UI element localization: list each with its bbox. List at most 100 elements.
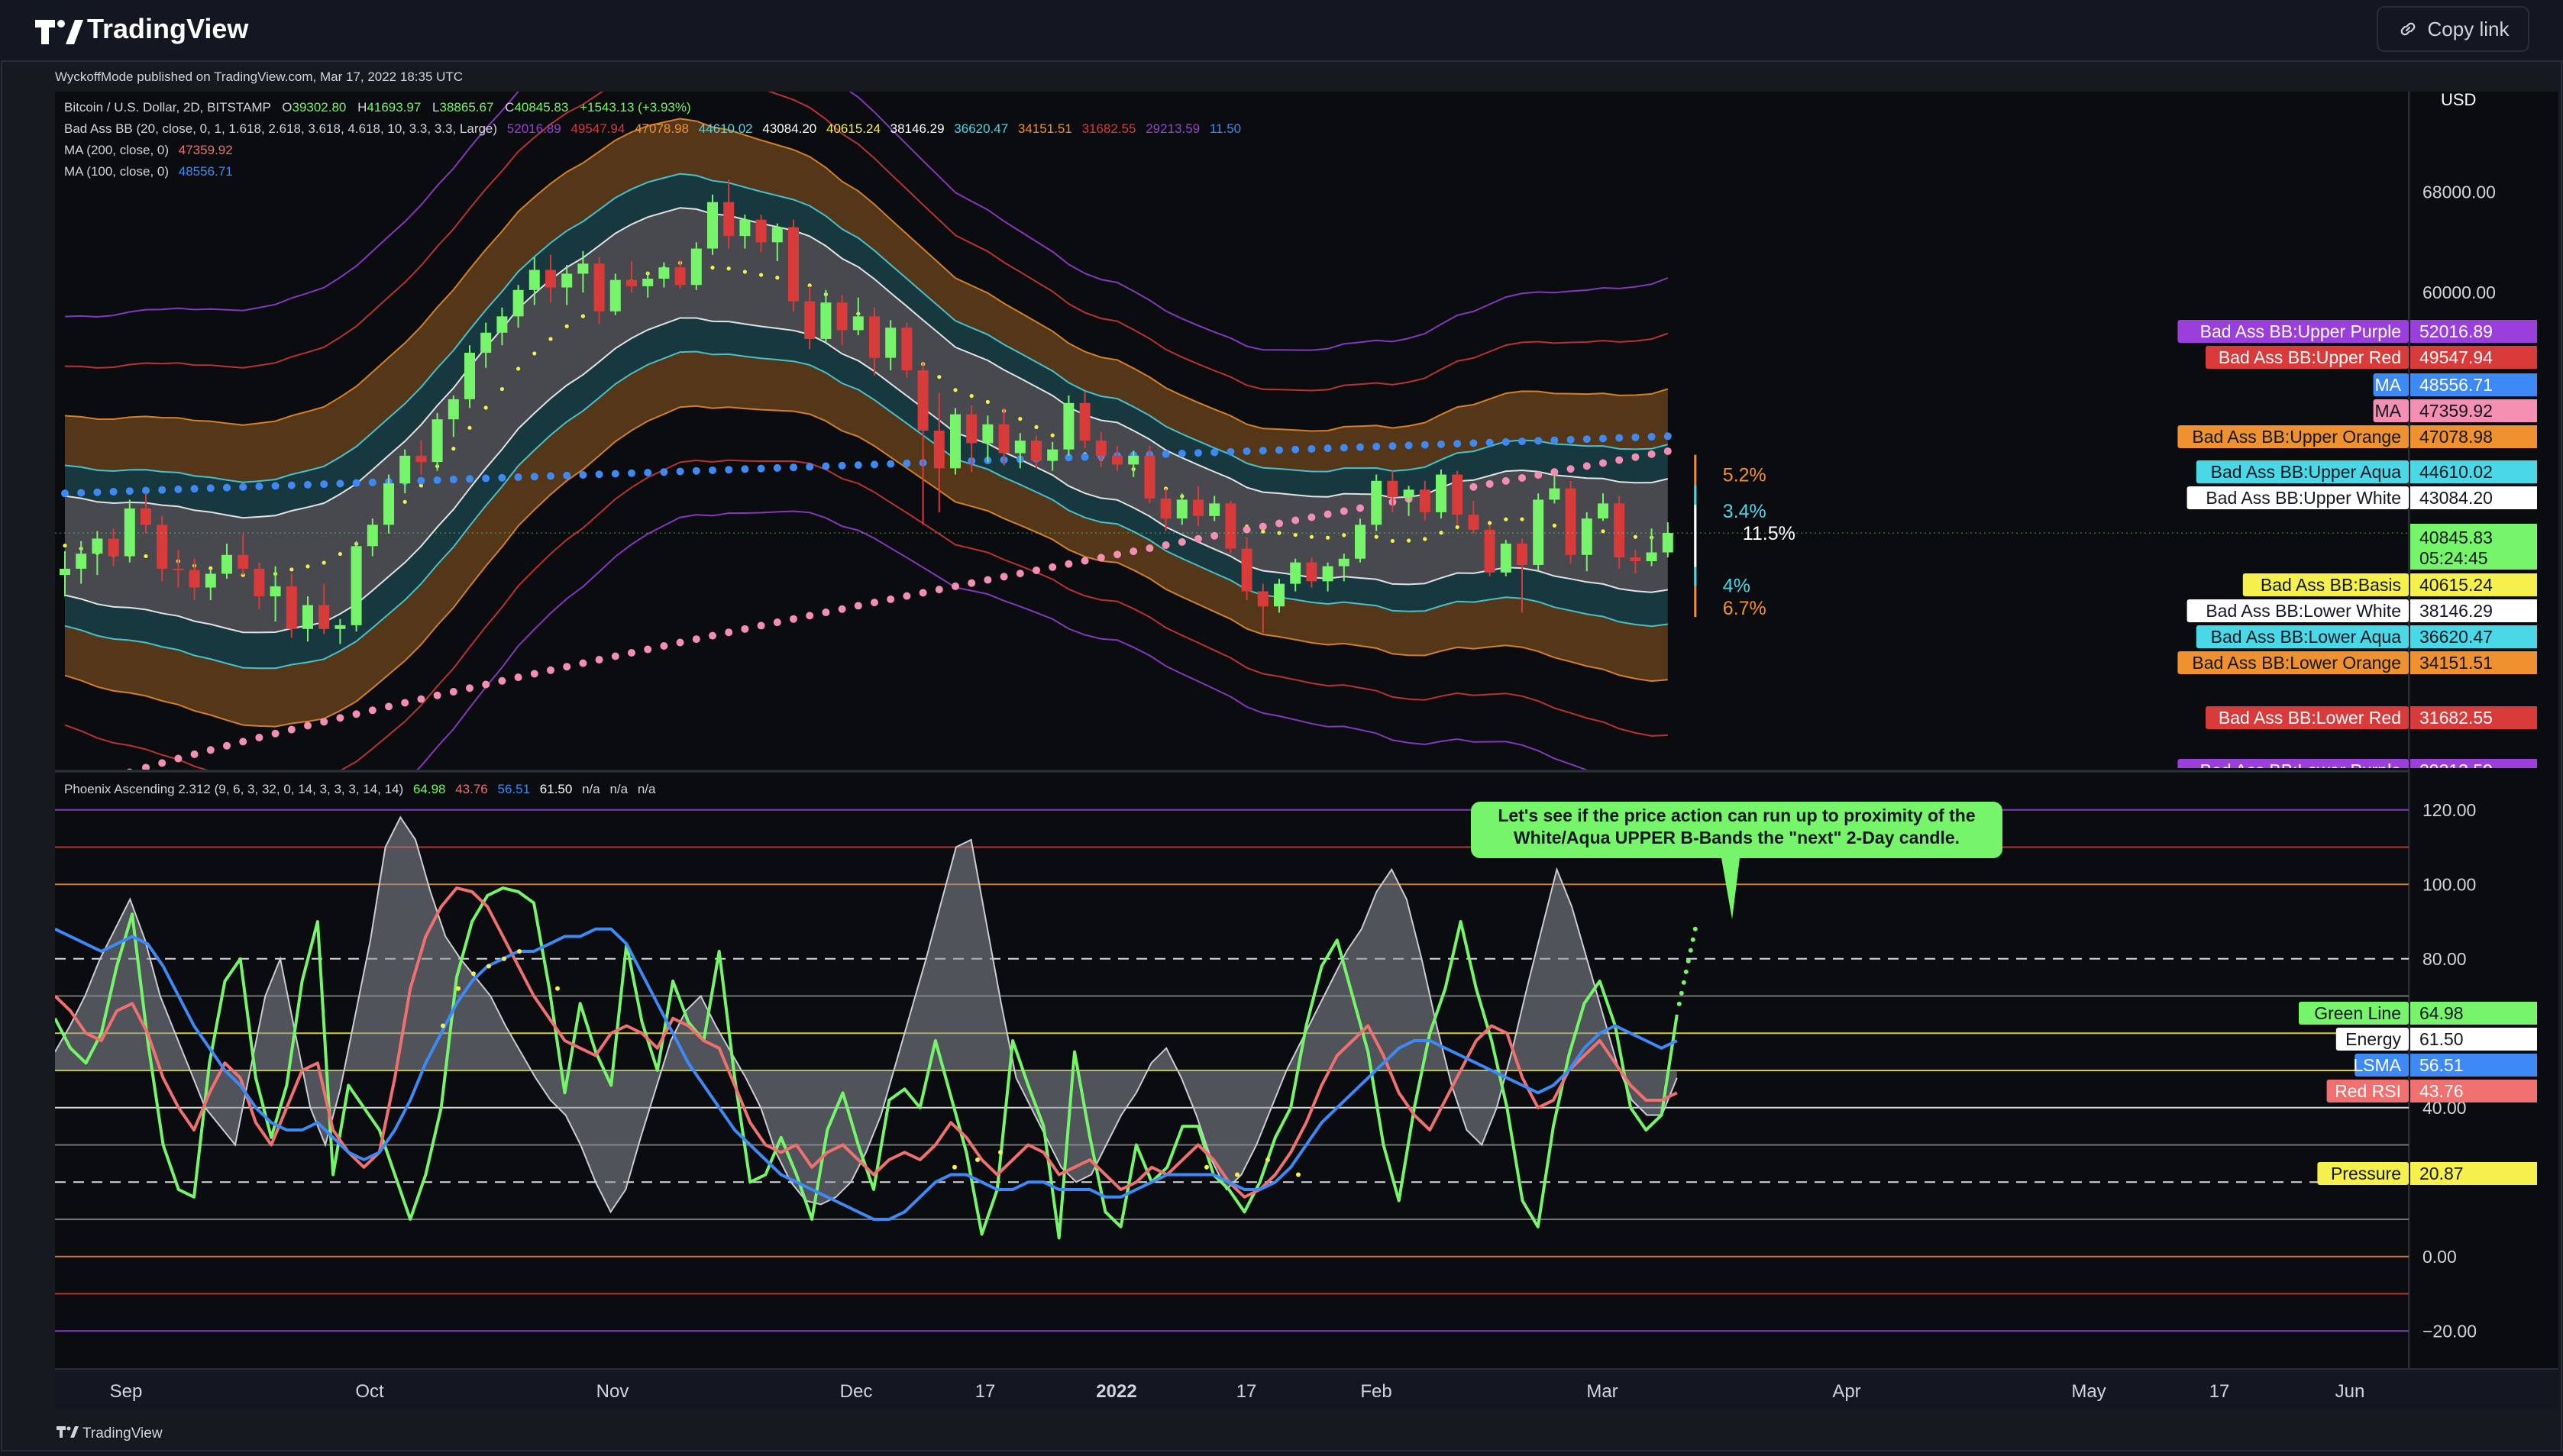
legend-symbol[interactable]: Bitcoin / U.S. Dollar, 2D, BITSTAMP: [64, 100, 271, 115]
candle-body: [1209, 503, 1220, 516]
price-tag-name: Bad Ass BB:Lower Red: [2219, 708, 2401, 728]
basis-dot: [1293, 532, 1298, 538]
basis-dot: [1504, 517, 1508, 521]
ma200-dot: [741, 625, 749, 633]
ma100-dot: [1631, 433, 1640, 441]
candle-body: [496, 316, 508, 333]
osc-tag-name: Pressure: [2331, 1164, 2401, 1183]
price-tags: Bad Ass BB:Upper Purple 52016.89 Bad Ass B…: [2177, 320, 2537, 1185]
ma100-value: 48556.71: [179, 164, 233, 179]
osc-tag-value: 61.50: [2419, 1029, 2464, 1049]
time-axis-label: Mar: [1586, 1381, 1618, 1402]
ma100-dot: [77, 489, 86, 497]
ma100-dot: [903, 459, 911, 467]
basis-dot: [937, 375, 942, 379]
bb-value: 47078.98: [635, 121, 689, 136]
candle-body: [76, 554, 87, 569]
ma100-dot: [255, 483, 263, 491]
ma100-dot: [1485, 438, 1494, 447]
candle-body: [609, 279, 621, 312]
osc-tag-value-bg: [2410, 1080, 2537, 1102]
candle-body: [60, 568, 70, 576]
footer-brand[interactable]: TradingView: [82, 1425, 163, 1441]
ma200-legend-title[interactable]: MA (200, close, 0): [64, 143, 169, 157]
price-tag-value: 36620.47: [2419, 627, 2493, 647]
ma100-dot: [1259, 447, 1267, 455]
candle-body: [1387, 480, 1398, 498]
ma200-dot: [838, 605, 846, 613]
ma200-dot: [871, 599, 878, 607]
candle-body: [1581, 518, 1592, 555]
time-axis-label: Feb: [1360, 1381, 1391, 1402]
ma100-dot: [1081, 453, 1089, 461]
price-tag-value-bg: [2410, 425, 2537, 448]
projection-dot: [1676, 1001, 1682, 1006]
ma200-dot: [368, 706, 377, 715]
bb-value: 49547.94: [570, 121, 625, 136]
ma200-dot: [1324, 510, 1332, 518]
bb-value: 31682.55: [1082, 121, 1136, 136]
band-percent-label: 3.4%: [1723, 501, 1766, 522]
last-price-value: 40845.83: [2419, 528, 2493, 547]
candle-body: [464, 353, 475, 399]
candle-body: [690, 248, 702, 286]
candle-body: [286, 586, 297, 629]
basis-dot: [775, 276, 780, 280]
candle-body: [1371, 480, 1382, 525]
svg-text:Bitcoin / U.S. Dollar, 2D, BIT: Bitcoin / U.S. Dollar, 2D, BITSTAMP O393…: [64, 100, 691, 115]
copy-link-button[interactable]: Copy link: [2377, 6, 2529, 52]
published-note: WyckoffMode published on TradingView.com…: [55, 69, 463, 84]
candle-body: [788, 227, 799, 302]
candle-body: [335, 625, 346, 629]
ma100-dot: [822, 462, 830, 470]
osc-legend-title[interactable]: Phoenix Ascending 2.312 (9, 6, 3, 32, 0,…: [64, 782, 403, 796]
brand-name[interactable]: TradingView: [87, 13, 249, 44]
projection-dot: [1679, 990, 1684, 996]
ma100-dot: [158, 486, 166, 494]
ma200-dot: [1081, 557, 1089, 565]
basis-dot: [1326, 535, 1330, 540]
band-percent-label: 4%: [1723, 575, 1750, 596]
bb-legend-title[interactable]: Bad Ass BB (20, close, 0, 1, 1.618, 2.61…: [64, 121, 497, 136]
annotation-callout[interactable]: Let's see if the price action can run up…: [1471, 802, 2002, 919]
candle-body: [998, 424, 1010, 454]
basis-dot: [483, 405, 488, 410]
band-percent-label: 6.7%: [1723, 598, 1766, 619]
ma200-dot: [401, 699, 409, 707]
ma100-dot: [595, 470, 603, 479]
price-tag-value-bg: [2410, 460, 2537, 483]
partial-tag-name: Bad Ass BB:Lower Purple: [2200, 760, 2401, 780]
candle-body: [415, 455, 427, 463]
ma100-legend-title[interactable]: MA (100, close, 0): [64, 164, 169, 179]
time-axis[interactable]: [55, 1370, 2558, 1409]
ma200-dot: [1097, 554, 1105, 562]
ma200-dot: [709, 631, 716, 640]
basis-dot: [969, 394, 974, 399]
osc-tag-value: 43.76: [2419, 1081, 2464, 1101]
basis-dot: [1034, 425, 1039, 429]
basis-dot: [208, 566, 213, 570]
ma200-dot: [952, 582, 959, 590]
ma200-dot: [287, 725, 296, 734]
ma200-dot: [1307, 513, 1316, 521]
osc-tag-name-bg: [2326, 1080, 2409, 1102]
price-tag-name-bg: [2186, 599, 2409, 622]
bb-value: 36620.47: [954, 121, 1008, 136]
svg-text:MA (200, close, 0) 473: MA (200, close, 0) 47359.92: [64, 143, 233, 157]
upper-white-band: [64, 207, 1669, 519]
basis-dot: [532, 351, 537, 356]
lower-red-band: [64, 459, 1668, 770]
ma100-dot: [482, 474, 490, 483]
price-scale[interactable]: [2410, 92, 2558, 1368]
candle-body: [254, 568, 265, 597]
price-tag-value: 44610.02: [2419, 462, 2493, 482]
copy-link-label: Copy link: [2427, 17, 2510, 40]
upper-orange-band-fill: [65, 118, 1668, 483]
basis-dot: [726, 266, 731, 271]
ma200-dot: [1178, 538, 1186, 546]
energy-area: [55, 817, 1677, 1212]
candle-body: [1533, 499, 1544, 565]
candle-body: [1452, 474, 1463, 515]
time-axis-label: Oct: [355, 1381, 384, 1402]
candle-body: [820, 302, 832, 339]
